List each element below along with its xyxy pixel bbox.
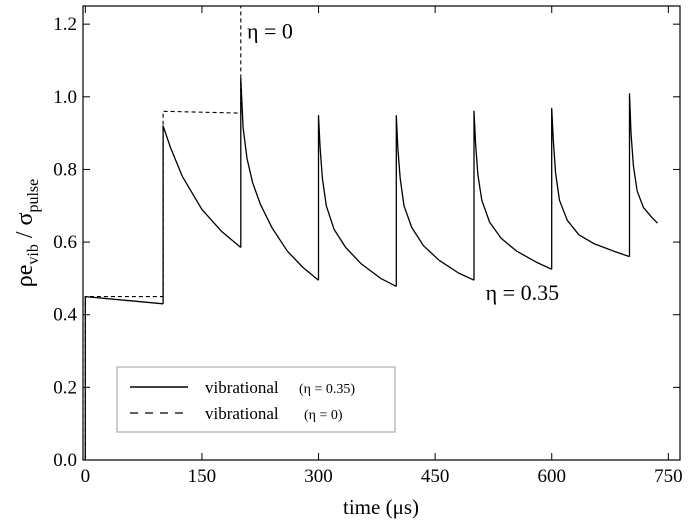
series-eta-035-line-seg-7 (628, 93, 658, 257)
annotation-layer: η = 0 η = 0.35 (247, 19, 559, 306)
series-layer (84, 6, 658, 460)
legend-box (116, 366, 396, 433)
legend-label-eta-0: vibrational (205, 404, 279, 423)
x-tick-label: 450 (421, 466, 450, 487)
series-eta-035-line-seg-3 (317, 115, 397, 287)
legend-param-eta-0: (η = 0) (304, 408, 343, 423)
y-tick-label: 0.2 (53, 377, 77, 398)
y-tick-label: 0.4 (53, 305, 77, 326)
annotation-eta-0: η = 0 (247, 19, 293, 44)
y-tick-label: 0.0 (53, 450, 77, 471)
y-label-rho-e: ρe (12, 265, 38, 288)
y-label-sub-pulse: pulse (25, 179, 42, 213)
legend-param-eta-035: (η = 0.35) (299, 382, 355, 397)
y-label-sigma: σ (12, 212, 38, 225)
svg-text:ρevib / σpulse: ρevib / σpulse (12, 179, 42, 287)
x-tick-label: 0 (81, 466, 91, 487)
legend-label-eta-035: vibrational (205, 378, 279, 397)
x-axis-label: time (μs) (343, 495, 419, 519)
y-tick-label: 0.6 (53, 232, 77, 253)
x-tick-label: 750 (654, 466, 683, 487)
x-tick-label: 300 (304, 466, 333, 487)
series-eta-0-line-seg-0 (84, 6, 242, 460)
y-tick-label: 0.8 (53, 159, 77, 180)
x-tick-label: 600 (537, 466, 566, 487)
series-eta-035-line-seg-6 (551, 107, 630, 270)
annotation-eta-035: η = 0.35 (486, 280, 559, 305)
y-tick-label: 1.0 (53, 87, 77, 108)
y-label-slash: / (12, 225, 38, 244)
plot-frame (82, 5, 681, 461)
series-eta-035-line-seg-4 (395, 115, 475, 287)
legend: vibrational (η = 0.35) vibrational (η = … (116, 366, 396, 433)
ticks-layer: 0 150 300 450 600 750 0.0 0.2 0.4 0.6 0.8 1.0 1.2 (53, 6, 683, 487)
y-tick-label: 1.2 (53, 14, 77, 35)
y-label-sub-vib: vib (25, 244, 42, 264)
series-eta-035-line-seg-2 (240, 77, 319, 281)
series-eta-035-line-seg-1 (162, 125, 242, 304)
y-axis-label: ρevib / σpulse (12, 179, 42, 287)
series-eta-035-line-seg-5 (473, 110, 552, 281)
x-tick-label: 150 (188, 466, 217, 487)
